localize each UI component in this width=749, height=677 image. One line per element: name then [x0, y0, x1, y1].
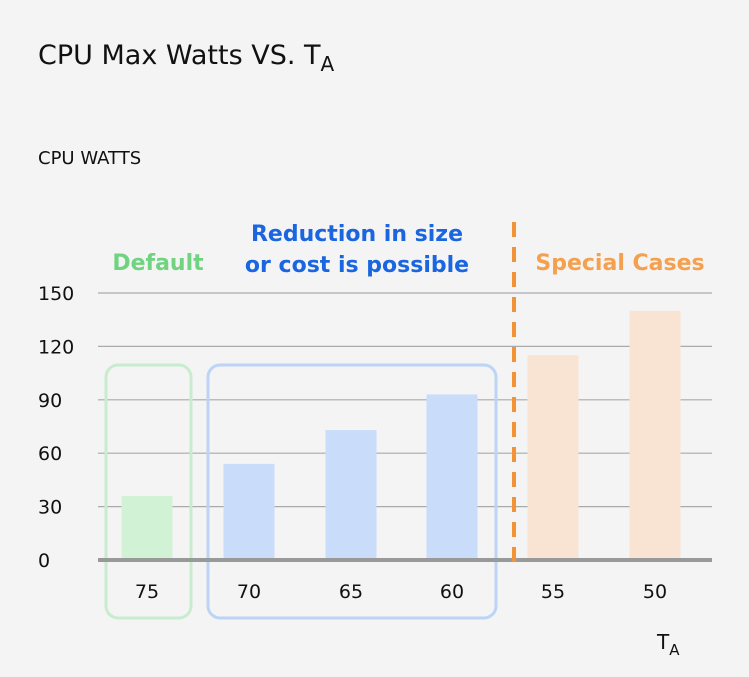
y-tick-label: 30 — [38, 497, 62, 519]
bar — [629, 310, 681, 560]
y-tick-label: 0 — [38, 550, 50, 572]
group-box — [206, 363, 498, 620]
group-box — [104, 363, 193, 620]
x-tick-label: 70 — [237, 581, 261, 603]
y-tick-label: 60 — [38, 443, 62, 465]
bar — [426, 394, 478, 560]
group-label: Reduction in size — [251, 222, 463, 247]
x-tick-label: 55 — [541, 581, 565, 603]
x-axis-label-subscript: A — [669, 641, 680, 659]
x-tick-label: 65 — [339, 581, 363, 603]
x-tick-label: 50 — [643, 581, 667, 603]
chart-title-text: CPU Max Watts VS. T — [38, 40, 321, 71]
x-tick-label: 60 — [440, 581, 464, 603]
y-tick-label: 150 — [38, 283, 74, 305]
y-tick-label: 90 — [38, 390, 62, 412]
x-axis-label-text: T — [657, 630, 670, 654]
y-tick-label: 120 — [38, 336, 74, 358]
bar — [527, 355, 579, 560]
chart-title-subscript: A — [320, 52, 335, 76]
group-label: Special Cases — [535, 251, 704, 276]
group-label: Default — [112, 251, 204, 276]
group-label: or cost is possible — [245, 253, 469, 278]
bar — [325, 430, 377, 560]
bar — [121, 495, 173, 560]
y-axis-label: CPU WATTS — [38, 148, 142, 169]
bar — [223, 463, 275, 560]
x-axis-label: TA — [657, 630, 679, 659]
x-tick-label: 75 — [135, 581, 159, 603]
chart-title: CPU Max Watts VS. TA — [38, 40, 334, 76]
